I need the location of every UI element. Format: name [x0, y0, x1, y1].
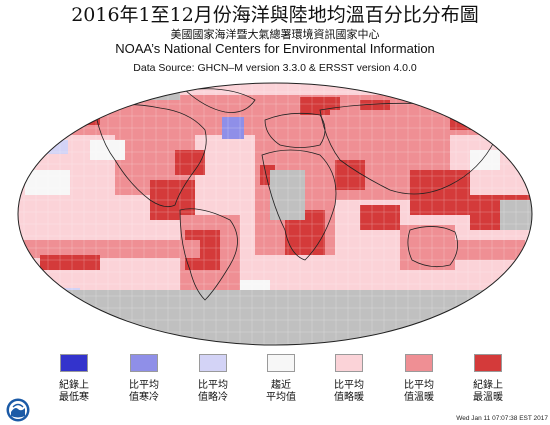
legend-label-much-below: 比平均 值寒冷 — [129, 380, 159, 403]
warm-regions — [20, 95, 530, 295]
legend-swatch-above — [335, 354, 363, 372]
legend-swatch-below — [199, 354, 227, 372]
generated-timestamp: Wed Jan 11 07:07:38 EST 2017 — [456, 415, 548, 422]
data-source: Data Source: GHCN–M version 3.3.0 & ERSS… — [133, 62, 417, 74]
globe-outline — [17, 82, 533, 346]
legend-swatch-near-average — [267, 354, 295, 372]
map-title: 2016年1至12月份海洋與陸地均溫百分比分布圖 — [71, 4, 479, 26]
legend-label-below: 比平均 值略冷 — [198, 380, 228, 403]
legend-swatch-record-warmest — [474, 354, 502, 372]
legend-label-much-above: 比平均 值溫暖 — [404, 380, 434, 403]
legend-swatch-much-above — [405, 354, 433, 372]
legend-swatch-record-coldest — [60, 354, 88, 372]
legend-label-above: 比平均 值略暖 — [334, 380, 364, 403]
legend-label-record-coldest: 紀錄上 最低寒 — [59, 380, 89, 403]
agency-name-chinese: 美國國家海洋暨大氣總署環境資訊國家中心 — [170, 28, 380, 41]
agency-name-english: NOAA’s National Centers for Environmenta… — [115, 41, 435, 56]
noaa-logo-icon — [6, 398, 30, 422]
coastlines — [94, 88, 496, 301]
legend-label-near-average: 趨近 平均值 — [266, 380, 296, 403]
legend-swatch-much-below — [130, 354, 158, 372]
legend-label-record-warmest: 紀錄上 最溫暖 — [473, 380, 503, 403]
